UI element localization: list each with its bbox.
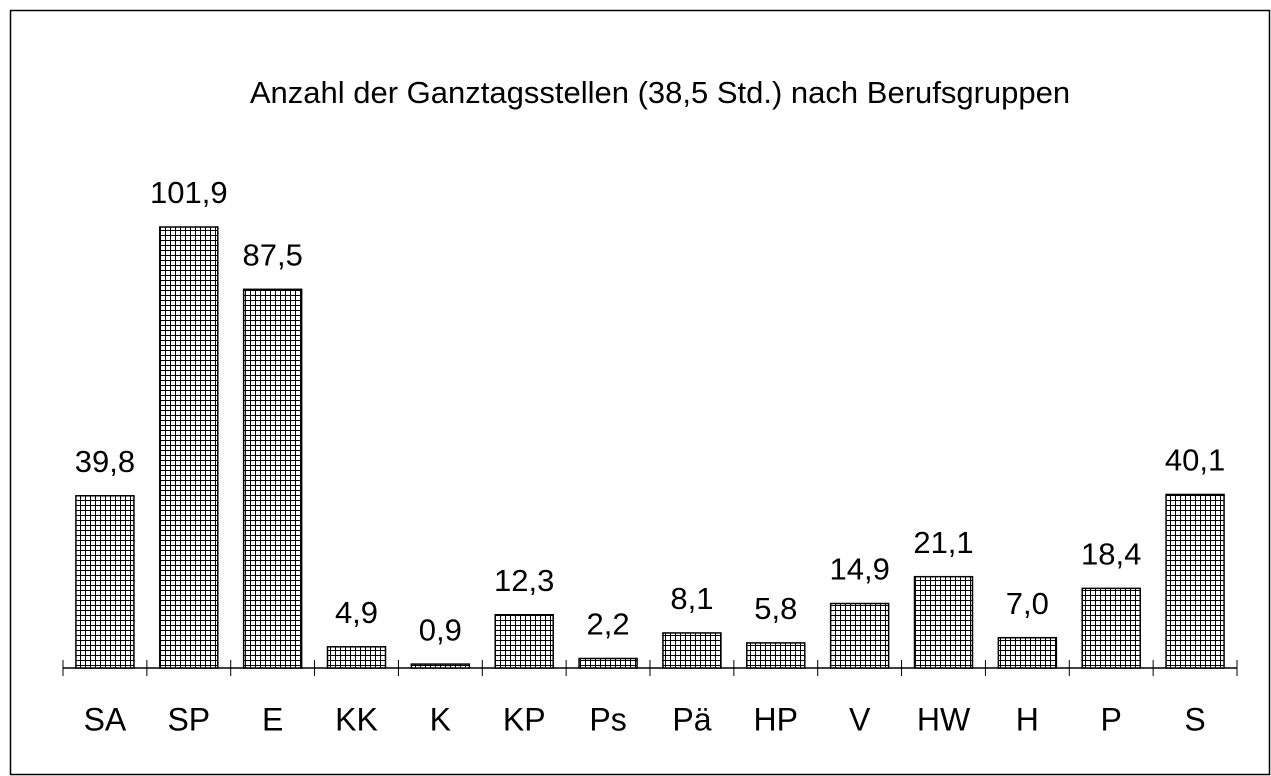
bar	[494, 614, 554, 669]
x-tick-label: KP	[503, 701, 546, 737]
bar	[1081, 587, 1141, 669]
x-tick-label: SA	[84, 701, 127, 737]
x-tick-label: E	[262, 701, 283, 737]
bar	[997, 636, 1058, 669]
x-tick-label: H	[1016, 701, 1039, 737]
bar	[326, 646, 387, 669]
value-label: 5,8	[754, 591, 797, 626]
x-tick-label: HW	[917, 701, 971, 737]
x-tick-label: Pä	[672, 701, 711, 737]
x-tick-label: Ps	[589, 701, 626, 737]
bar	[1165, 493, 1225, 669]
value-label: 8,1	[670, 581, 713, 616]
value-label: 12,3	[494, 563, 554, 598]
x-tick-label: S	[1184, 701, 1205, 737]
value-label: 18,4	[1081, 537, 1141, 572]
value-label: 0,9	[419, 612, 462, 647]
value-label: 101,9	[150, 175, 228, 210]
x-tick-label: V	[849, 701, 871, 737]
bar	[578, 657, 638, 669]
x-tick-label: K	[430, 701, 451, 737]
x-tick-label: HP	[754, 701, 798, 737]
bar	[410, 663, 471, 669]
bar	[829, 602, 890, 669]
x-tick-label: SP	[167, 701, 210, 737]
value-label: 40,1	[1165, 443, 1225, 478]
value-label: 39,8	[75, 444, 135, 479]
chart-title: Anzahl der Ganztagsstellen (38,5 Std.) n…	[250, 75, 1070, 110]
chart-frame	[9, 9, 1271, 776]
bar	[913, 575, 974, 669]
x-tick-label: P	[1101, 701, 1122, 737]
bar	[159, 226, 219, 669]
bar	[75, 495, 135, 669]
value-label: 7,0	[1006, 586, 1049, 621]
value-label: 87,5	[242, 238, 302, 273]
value-label: 14,9	[829, 552, 889, 587]
x-tick-label: KK	[335, 701, 378, 737]
bar	[662, 632, 722, 669]
bar	[242, 288, 303, 669]
value-label: 2,2	[587, 607, 630, 642]
value-label: 21,1	[913, 525, 973, 560]
value-label: 4,9	[335, 595, 378, 630]
bar	[746, 642, 806, 669]
